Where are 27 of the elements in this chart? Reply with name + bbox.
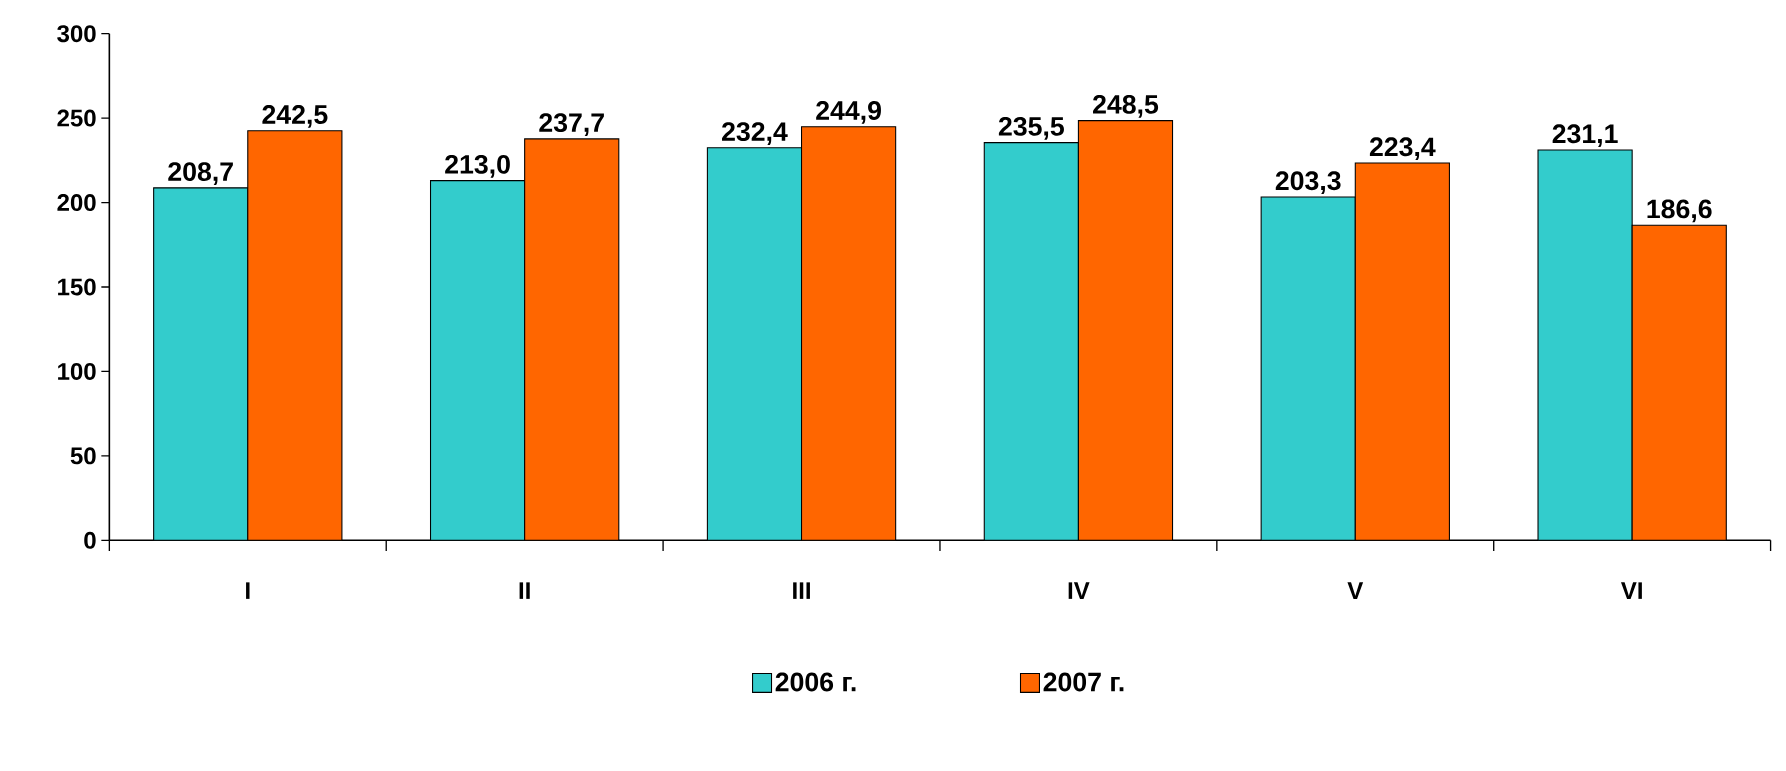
data-label: 248,5 xyxy=(1093,94,1159,118)
data-label: 208,7 xyxy=(168,162,233,185)
legend-label: 2007 г. xyxy=(1043,672,1124,692)
y-tick-label: 150 xyxy=(58,278,96,296)
y-tick-label: 250 xyxy=(57,109,96,127)
y-tick-label: 50 xyxy=(70,447,96,465)
x-tick-label: IV xyxy=(1068,582,1090,599)
data-label: 223,4 xyxy=(1369,137,1436,161)
x-tick-label: II xyxy=(519,582,530,599)
x-tick-label: VI xyxy=(1620,582,1642,599)
data-label: 186,6 xyxy=(1647,199,1712,223)
data-label: 242,5 xyxy=(262,105,328,128)
data-label: 235,5 xyxy=(998,116,1064,140)
data-label: 244,9 xyxy=(816,101,881,124)
y-tick-label: 100 xyxy=(58,362,96,380)
data-label: 213,0 xyxy=(445,154,510,178)
x-tick-label: V xyxy=(1347,582,1364,599)
data-label: 232,4 xyxy=(722,122,788,145)
y-tick-label: 200 xyxy=(57,194,96,212)
data-label: 203,3 xyxy=(1275,171,1341,195)
x-tick-label: III xyxy=(793,582,810,599)
legend-label: 2006 г. xyxy=(775,672,856,692)
y-tick-label: 0 xyxy=(84,531,96,549)
data-label: 231,1 xyxy=(1552,124,1618,148)
y-tick-label: 300 xyxy=(57,25,96,43)
x-tick-label: I xyxy=(246,582,250,599)
data-label: 237,7 xyxy=(539,113,604,136)
